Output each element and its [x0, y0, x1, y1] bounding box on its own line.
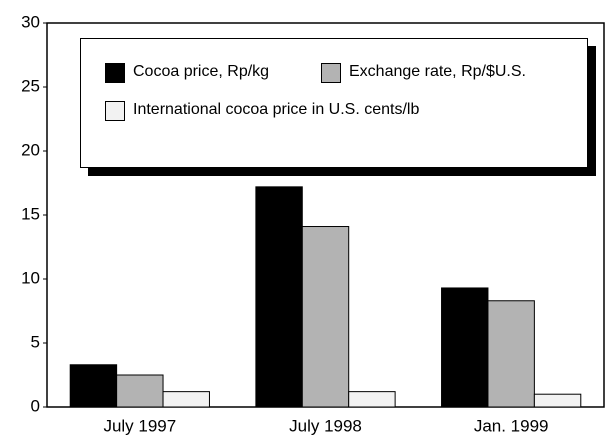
x-tick-label: Jan. 1999: [474, 416, 549, 435]
bar: [162, 391, 210, 408]
legend-swatch: [105, 63, 125, 83]
y-tick-label: 10: [21, 268, 40, 287]
bar: [255, 186, 303, 408]
legend-item: Exchange rate, Rp/$U.S.: [321, 63, 599, 83]
y-tick-label: 0: [31, 396, 40, 415]
legend-swatch: [105, 101, 125, 121]
legend-item: Cocoa price, Rp/kg: [105, 63, 333, 83]
bar: [441, 287, 489, 408]
bar: [69, 364, 118, 408]
bar: [487, 300, 535, 408]
bar: [301, 226, 350, 408]
legend-label: International cocoa price in U.S. cents/…: [133, 101, 420, 118]
y-tick-label: 5: [31, 332, 40, 351]
y-tick-label: 20: [21, 140, 40, 159]
x-tick-label: July 1997: [103, 416, 176, 435]
bar: [116, 374, 164, 408]
legend: Cocoa price, Rp/kg Exchange rate, Rp/$U.S…: [80, 38, 588, 168]
legend-label: Cocoa price, Rp/kg: [133, 63, 270, 80]
legend-item: International cocoa price in U.S. cents/…: [105, 101, 433, 121]
legend-label: Exchange rate, Rp/$U.S.: [349, 63, 526, 80]
bar: [533, 393, 582, 408]
y-tick-label: 15: [21, 204, 40, 223]
y-tick-label: 25: [21, 76, 40, 95]
x-tick-label: July 1998: [289, 416, 362, 435]
legend-swatch: [321, 63, 341, 83]
y-tick-label: 30: [21, 12, 40, 31]
bar: [348, 391, 396, 408]
